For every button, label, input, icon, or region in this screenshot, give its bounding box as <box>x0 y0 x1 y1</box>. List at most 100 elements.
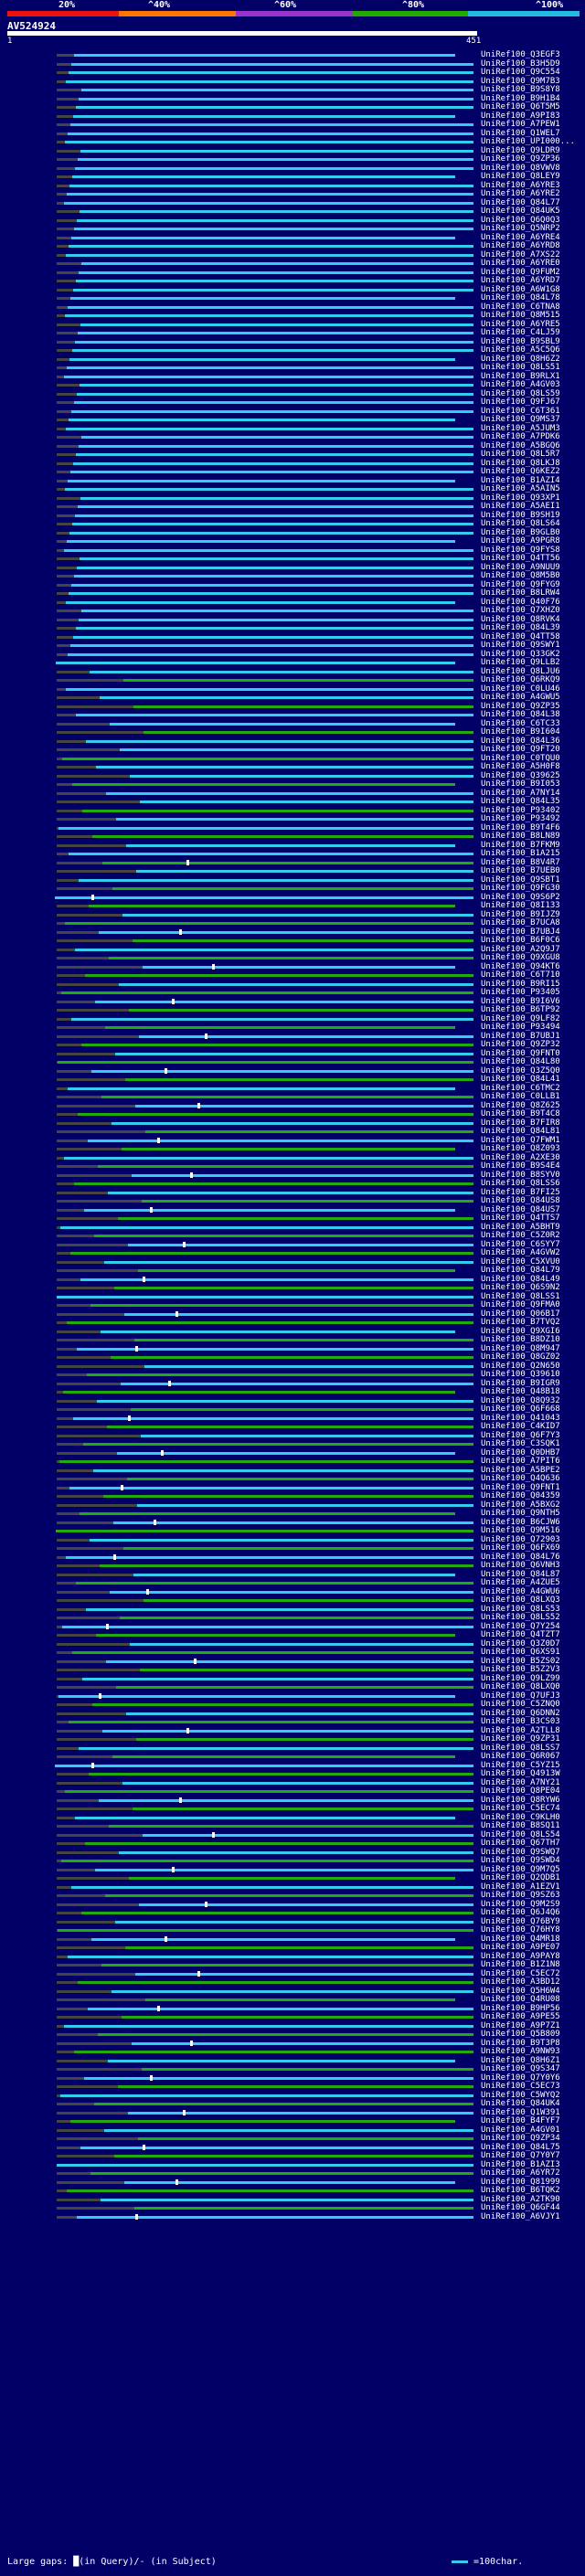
hit-row[interactable]: UniRef100_Q8LKJ8 <box>0 459 585 469</box>
hit-row[interactable]: UniRef100_Q6DNN2 <box>0 1709 585 1719</box>
hit-row[interactable]: UniRef100_Q9ZP34 <box>0 2134 585 2144</box>
hit-row[interactable]: UniRef100_Q8VWV8 <box>0 164 585 174</box>
hit-row[interactable]: UniRef100_B9T4C8 <box>0 1109 585 1119</box>
hit-label[interactable]: UniRef100_C0LLB1 <box>481 1092 560 1101</box>
hit-label[interactable]: UniRef100_Q8LJU6 <box>481 666 560 676</box>
hit-label[interactable]: UniRef100_A9PE55 <box>481 2012 560 2021</box>
hit-label[interactable]: UniRef100_B9T4C8 <box>481 1109 560 1118</box>
hit-row[interactable]: UniRef100_B3H5D9 <box>0 58 585 69</box>
hit-label[interactable]: UniRef100_Q8RVK4 <box>481 614 560 624</box>
hit-label[interactable]: UniRef100_A6W1G8 <box>481 284 560 294</box>
hit-row[interactable]: UniRef100_Q8I133 <box>0 901 585 911</box>
hit-row[interactable]: UniRef100_C6TC33 <box>0 719 585 729</box>
hit-label[interactable]: UniRef100_Q84US8 <box>481 1196 560 1205</box>
hit-label[interactable]: UniRef100_Q6S9N2 <box>481 1283 560 1292</box>
hit-label[interactable]: UniRef100_Q8M515 <box>481 311 560 320</box>
hit-label[interactable]: UniRef100_Q8I133 <box>481 901 560 910</box>
hit-row[interactable]: UniRef100_Q6RKQ9 <box>0 675 585 685</box>
hit-label[interactable]: UniRef100_C5YZ15 <box>481 1760 560 1770</box>
hit-row[interactable]: UniRef100_Q6VNH3 <box>0 1561 585 1571</box>
hit-label[interactable]: UniRef100_Q9SBT1 <box>481 875 560 885</box>
hit-label[interactable]: UniRef100_Q4Q636 <box>481 1474 560 1483</box>
hit-label[interactable]: UniRef100_A9NW93 <box>481 2047 560 2056</box>
hit-row[interactable]: UniRef100_A5BPE2 <box>0 1466 585 1476</box>
hit-label[interactable]: UniRef100_C6TNA8 <box>481 302 560 312</box>
hit-label[interactable]: UniRef100_B9I6V6 <box>481 996 560 1006</box>
hit-row[interactable]: UniRef100_Q9FG30 <box>0 884 585 894</box>
hit-label[interactable]: UniRef100_B5Z2V3 <box>481 1665 560 1674</box>
hit-label[interactable]: UniRef100_Q8M5B0 <box>481 571 560 580</box>
hit-label[interactable]: UniRef100_A2TK90 <box>481 2194 560 2204</box>
hit-row[interactable]: UniRef100_B9RLX1 <box>0 372 585 382</box>
hit-label[interactable]: UniRef100_B3H5D9 <box>481 58 560 69</box>
hit-row[interactable]: UniRef100_A9P7Z1 <box>0 2021 585 2031</box>
hit-label[interactable]: UniRef100_B6CJW6 <box>481 1517 560 1527</box>
hit-row[interactable]: UniRef100_Q84UK4 <box>0 2099 585 2109</box>
hit-row[interactable]: UniRef100_B9SBL9 <box>0 336 585 347</box>
hit-row[interactable]: UniRef100_B9T4F6 <box>0 823 585 833</box>
hit-row[interactable]: UniRef100_Q8L5R7 <box>0 450 585 460</box>
hit-label[interactable]: UniRef100_B7UEB0 <box>481 866 560 875</box>
hit-label[interactable]: UniRef100_Q84L39 <box>481 623 560 632</box>
hit-row[interactable]: UniRef100_B8SQ11 <box>0 1821 585 1831</box>
hit-label[interactable]: UniRef100_Q8H6Z1 <box>481 2055 560 2065</box>
hit-label[interactable]: UniRef100_Q9MS37 <box>481 415 560 424</box>
hit-label[interactable]: UniRef100_Q84L81 <box>481 1127 560 1136</box>
hit-row[interactable]: UniRef100_A4GV01 <box>0 2125 585 2136</box>
hit-row[interactable]: UniRef100_B9IGR9 <box>0 1379 585 1389</box>
hit-label[interactable]: UniRef100_A2XE30 <box>481 1152 560 1162</box>
hit-row[interactable]: UniRef100_A1EZV1 <box>0 1882 585 1892</box>
hit-label[interactable]: UniRef100_Q9SWY1 <box>481 641 560 650</box>
hit-label[interactable]: UniRef100_Q9LF82 <box>481 1013 560 1023</box>
hit-label[interactable]: UniRef100_A7PEW1 <box>481 120 560 129</box>
hit-row[interactable]: UniRef100_Q1W391 <box>0 2108 585 2118</box>
hit-row[interactable]: UniRef100_B7UBJ1 <box>0 1032 585 1042</box>
hit-label[interactable]: UniRef100_Q84L36 <box>481 736 560 746</box>
hit-label[interactable]: UniRef100_Q7Y0Y6 <box>481 2072 560 2083</box>
hit-row[interactable]: UniRef100_Q84L75 <box>0 2143 585 2153</box>
hit-label[interactable]: UniRef100_A6YRE3 <box>481 180 560 190</box>
hit-row[interactable]: UniRef100_Q9NTH5 <box>0 1509 585 1519</box>
hit-label[interactable]: UniRef100_Q4TZT7 <box>481 1630 560 1639</box>
hit-label[interactable]: UniRef100_A4GVW2 <box>481 1248 560 1257</box>
hit-label[interactable]: UniRef100_B1A215 <box>481 849 560 858</box>
hit-label[interactable]: UniRef100_Q84L87 <box>481 1569 560 1579</box>
hit-row[interactable]: UniRef100_Q6GF44 <box>0 2203 585 2213</box>
hit-label[interactable]: UniRef100_Q9M7B3 <box>481 76 560 86</box>
hit-row[interactable]: UniRef100_A9PE55 <box>0 2012 585 2022</box>
hit-label[interactable]: UniRef100_Q8GZ02 <box>481 1352 560 1362</box>
hit-label[interactable]: UniRef100_Q4913W <box>481 1769 560 1778</box>
hit-row[interactable]: UniRef100_A5JUM3 <box>0 424 585 434</box>
hit-row[interactable]: UniRef100_C0LLB1 <box>0 1092 585 1102</box>
hit-row[interactable]: UniRef100_Q84L76 <box>0 1553 585 1563</box>
hit-row[interactable]: UniRef100_A5C5Q6 <box>0 345 585 355</box>
hit-row[interactable]: UniRef100_Q7FWM1 <box>0 1136 585 1146</box>
hit-label[interactable]: UniRef100_Q9ZP32 <box>481 1040 560 1049</box>
hit-row[interactable]: UniRef100_Q9ZP35 <box>0 702 585 712</box>
hit-row[interactable]: UniRef100_Q2QDB1 <box>0 1873 585 1883</box>
hit-row[interactable]: UniRef100_Q6J4Q6 <box>0 1908 585 1918</box>
hit-row[interactable]: UniRef100_A6W1G8 <box>0 284 585 295</box>
hit-row[interactable]: UniRef100_Q9XGI6 <box>0 1327 585 1337</box>
hit-row[interactable]: UniRef100_C5WYQ2 <box>0 2091 585 2101</box>
hit-row[interactable]: UniRef100_C6T710 <box>0 970 585 981</box>
hit-label[interactable]: UniRef100_Q9FJ67 <box>481 398 560 407</box>
hit-row[interactable]: UniRef100_Q4TT56 <box>0 554 585 564</box>
hit-row[interactable]: UniRef100_A7PIT6 <box>0 1457 585 1467</box>
hit-label[interactable]: UniRef100_B9SBL9 <box>481 336 560 346</box>
hit-row[interactable]: UniRef100_B9I053 <box>0 779 585 790</box>
hit-label[interactable]: UniRef100_B7FI25 <box>481 1187 560 1197</box>
hit-row[interactable]: UniRef100_A2TLL8 <box>0 1726 585 1736</box>
hit-row[interactable]: UniRef100_Q9C554 <box>0 68 585 78</box>
hit-label[interactable]: UniRef100_Q3Z5Q0 <box>481 1065 560 1076</box>
hit-row[interactable]: UniRef100_B1A215 <box>0 849 585 859</box>
hit-row[interactable]: UniRef100_B7UBJ4 <box>0 928 585 938</box>
hit-label[interactable]: UniRef100_B9H1B4 <box>481 93 560 103</box>
hit-label[interactable]: UniRef100_Q9ZP36 <box>481 154 560 164</box>
hit-row[interactable]: UniRef100_B9S4E4 <box>0 1161 585 1171</box>
hit-label[interactable]: UniRef100_Q6R067 <box>481 1752 560 1761</box>
hit-label[interactable]: UniRef100_Q41043 <box>481 1413 560 1423</box>
hit-row[interactable]: UniRef100_Q84UK5 <box>0 207 585 217</box>
hit-label[interactable]: UniRef100_C4KID7 <box>481 1422 560 1431</box>
hit-row[interactable]: UniRef100_C3SQK1 <box>0 1439 585 1449</box>
